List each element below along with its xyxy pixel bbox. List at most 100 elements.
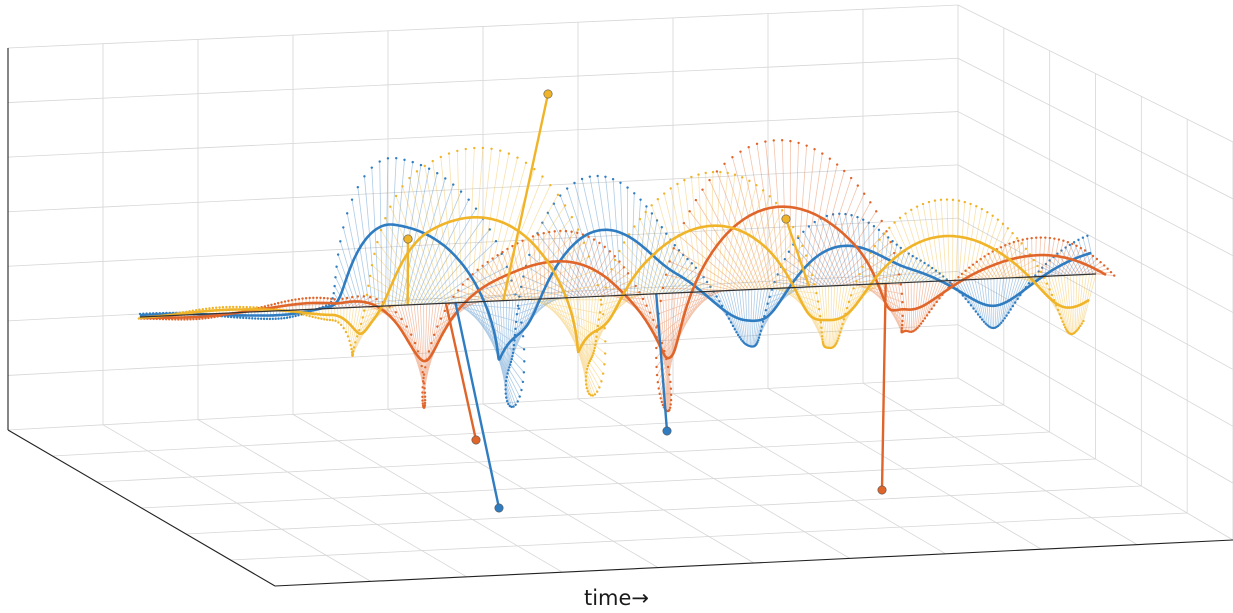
tip-dot — [821, 152, 824, 155]
tip-dot — [951, 198, 955, 202]
tip-dot — [880, 219, 883, 223]
tip-dot — [768, 195, 771, 198]
tip-dot — [201, 317, 204, 320]
tip-dot — [661, 286, 665, 290]
series-spokes-group — [138, 147, 1097, 396]
tip-dot — [255, 306, 259, 309]
spoke-line — [833, 285, 842, 347]
spoke-line — [1026, 238, 1030, 278]
tip-dot — [192, 318, 195, 321]
tip-dot — [1017, 239, 1020, 242]
spoke-line — [796, 145, 808, 288]
tip-dot — [1016, 297, 1019, 301]
spoke-line — [458, 302, 525, 362]
tip-dot — [655, 373, 659, 377]
spoke-line — [774, 288, 819, 302]
tip-dot — [736, 333, 740, 337]
tip-dot — [837, 337, 840, 340]
tip-dot — [601, 372, 605, 375]
tip-dot — [350, 347, 353, 351]
spoke-line — [346, 213, 367, 307]
tip-dot — [1009, 308, 1012, 311]
series-curve — [140, 205, 1107, 363]
tip-marker — [403, 234, 413, 244]
spoke-line — [423, 218, 484, 305]
tip-dot — [845, 306, 849, 310]
spoke-line — [402, 186, 440, 304]
tip-dot — [245, 305, 248, 309]
spoke-line — [1051, 275, 1067, 330]
tip-dot — [411, 160, 414, 164]
tip-dot — [669, 398, 673, 402]
tip-dot — [516, 304, 520, 307]
spoke-line — [407, 178, 446, 306]
grid-line — [52, 404, 1004, 457]
tip-dot — [1045, 282, 1049, 285]
spoke-line — [497, 255, 517, 301]
tip-dot — [587, 392, 591, 396]
spoke-line — [553, 298, 598, 392]
tip-dot — [996, 218, 1000, 221]
tip-dot — [488, 228, 491, 231]
spoke-line — [770, 288, 817, 294]
spoke-line — [914, 282, 918, 331]
spoke-line — [831, 220, 883, 287]
tip-dot — [1036, 264, 1039, 268]
tip-dot — [521, 380, 525, 384]
tip-dot — [356, 295, 360, 298]
tip-dot — [1061, 320, 1064, 323]
spoke-line — [656, 290, 714, 349]
tip-dot — [476, 268, 479, 272]
tip-dot — [622, 266, 626, 269]
grid-line — [185, 485, 1142, 535]
spoke-line — [961, 203, 971, 281]
tip-dot — [587, 362, 591, 365]
spoke-line — [426, 229, 491, 305]
tip-dot — [547, 230, 551, 234]
grid-line — [957, 271, 1233, 427]
spoke-line — [802, 287, 824, 344]
tip-dot — [735, 331, 738, 334]
tip-dot — [901, 319, 904, 323]
tip-dot — [1015, 236, 1019, 240]
tip-dot — [596, 284, 599, 287]
tip-dot — [419, 163, 423, 167]
tip-dot — [326, 297, 329, 300]
tip-dot — [599, 298, 603, 302]
tip-dot — [291, 315, 294, 318]
spoke-line — [781, 140, 788, 288]
tip-dot — [919, 259, 922, 262]
tip-dot — [963, 200, 966, 204]
tip-dot — [1048, 236, 1052, 240]
tip-dot — [242, 305, 245, 309]
tip-dot — [467, 198, 470, 201]
spoke-line — [496, 300, 507, 398]
tip-dot — [733, 173, 737, 176]
spoke-line — [598, 279, 633, 297]
spoke-line — [623, 242, 667, 294]
tip-dot — [266, 304, 270, 307]
tip-dot — [514, 293, 517, 296]
tip-dot — [831, 213, 835, 216]
tip-dot — [934, 269, 938, 272]
tip-dot — [957, 199, 961, 202]
spoke-line — [665, 292, 676, 411]
tip-dot — [504, 388, 507, 391]
spoke-line — [958, 202, 966, 281]
tip-dot — [452, 183, 455, 186]
spoke-line — [1003, 259, 1035, 279]
tip-dot — [301, 297, 304, 300]
tip-dot — [813, 220, 816, 224]
spoke-line — [870, 252, 906, 283]
spoke-line — [357, 187, 374, 307]
tip-dot — [439, 317, 443, 320]
tip-dot — [334, 319, 337, 323]
spoke-line — [724, 163, 765, 290]
tip-dot — [1081, 236, 1085, 239]
tip-dot — [660, 341, 664, 345]
tip-dot — [573, 181, 576, 185]
tip-dot — [589, 394, 593, 397]
tip-dot — [1086, 234, 1089, 237]
spoke-line — [490, 301, 509, 405]
tip-dot — [849, 176, 853, 180]
